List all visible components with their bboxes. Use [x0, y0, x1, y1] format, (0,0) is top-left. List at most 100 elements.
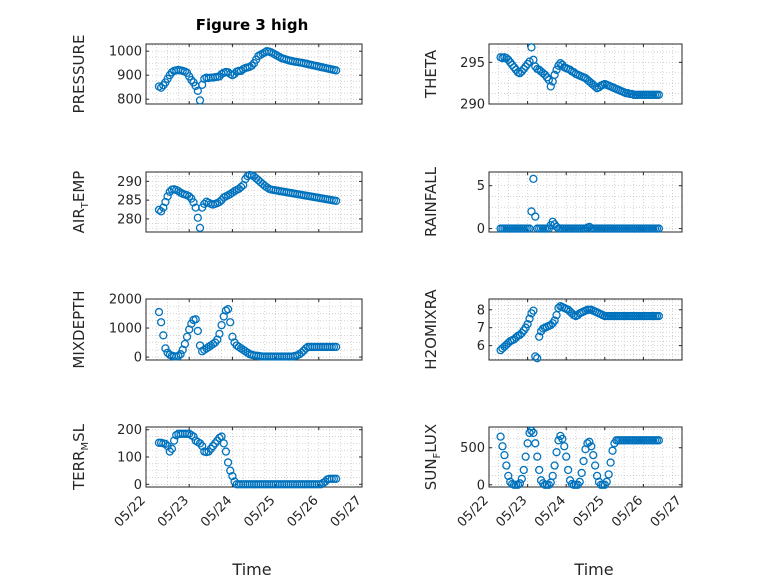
- data-point: [180, 339, 190, 349]
- data-point: [217, 320, 226, 330]
- y-axis-label-rest: EMP: [70, 171, 88, 202]
- data-point: [529, 306, 538, 315]
- data-point: [525, 314, 534, 323]
- panel-rainfall: 0 5 RAINFALL: [422, 166, 683, 237]
- axes-frame: [145, 43, 363, 105]
- y-tick-label: 500: [460, 441, 485, 456]
- data-point: [550, 316, 559, 325]
- y-axis-label-main: SUN: [422, 458, 440, 490]
- y-axis-label-main: AIR: [70, 208, 88, 233]
- data-point: [223, 458, 233, 467]
- data-point: [521, 452, 530, 461]
- data-point: [523, 439, 532, 448]
- data-point: [154, 307, 164, 317]
- data-point: [191, 315, 200, 324]
- series-points: [154, 47, 341, 105]
- data-point: [189, 198, 198, 207]
- y-axis-label: THETA: [422, 49, 440, 99]
- data-point: [513, 480, 523, 489]
- data-point: [587, 442, 596, 451]
- panel-pressure: 800 900 1000 PRESSURE: [70, 35, 363, 113]
- axes-frame: [145, 298, 363, 361]
- data-point: [589, 450, 598, 460]
- data-point: [577, 468, 586, 478]
- y-tick-label: 0: [477, 222, 485, 237]
- data-point: [654, 90, 663, 99]
- data-point: [193, 326, 202, 336]
- x-tick-label: 05/24: [532, 493, 569, 530]
- x-axis-label-right: Time: [573, 560, 613, 579]
- data-point: [236, 182, 246, 192]
- data-point: [529, 174, 538, 184]
- data-point: [591, 461, 600, 470]
- data-point: [602, 477, 611, 486]
- data-point: [187, 75, 196, 85]
- data-point: [523, 319, 532, 329]
- data-point: [167, 444, 177, 453]
- data-point: [525, 428, 534, 438]
- y-axis-label-subscript: M: [80, 442, 91, 451]
- data-point: [161, 439, 170, 449]
- data-point: [195, 223, 205, 233]
- data-point: [208, 339, 218, 349]
- data-point: [223, 305, 233, 314]
- y-axis-label: TERRMSL: [70, 423, 91, 491]
- data-point: [331, 342, 341, 352]
- data-point: [542, 73, 552, 82]
- data-point: [552, 448, 561, 457]
- data-point: [552, 310, 561, 320]
- data-point: [529, 428, 538, 438]
- data-point: [226, 318, 235, 327]
- data-point: [517, 474, 526, 484]
- x-axis-label-left: Time: [231, 560, 271, 579]
- data-point: [654, 311, 663, 321]
- x-tick-label: 05/23: [155, 493, 192, 530]
- data-point: [654, 436, 663, 445]
- y-tick-label: 280: [117, 212, 142, 227]
- data-point: [548, 471, 557, 481]
- data-point: [525, 57, 534, 66]
- axes-frame: [488, 426, 683, 488]
- x-tick-label: 05/22: [455, 493, 492, 530]
- grid: [488, 172, 683, 232]
- data-point: [527, 43, 536, 52]
- y-tick-label: 1000: [109, 45, 142, 60]
- y-axis-label: MIXDEPTH: [70, 290, 88, 368]
- data-point: [554, 303, 563, 313]
- data-point: [163, 441, 172, 451]
- y-tick-label: 5: [477, 179, 485, 194]
- data-point: [550, 461, 559, 470]
- y-tick-label: 2000: [109, 293, 142, 308]
- data-point: [575, 477, 584, 486]
- data-point: [654, 224, 663, 233]
- y-tick-label: 295: [460, 56, 485, 71]
- series-points: [154, 429, 341, 489]
- y-tick-label: 0: [134, 351, 142, 366]
- data-point: [546, 82, 555, 91]
- y-tick-label: 0: [134, 478, 142, 493]
- panel-h2omixra: 6 7 8 H2OMIXRA: [422, 289, 683, 370]
- y-tick-label: 1000: [109, 322, 142, 337]
- data-point: [554, 436, 563, 445]
- data-point: [247, 61, 256, 70]
- data-point: [531, 212, 540, 221]
- data-point: [159, 331, 168, 340]
- data-point: [182, 332, 192, 341]
- data-point: [195, 96, 205, 105]
- data-point: [563, 465, 573, 475]
- x-tick-label: 05/23: [493, 493, 530, 530]
- y-tick-label: 800: [117, 93, 142, 108]
- y-tick-label: 900: [117, 69, 142, 84]
- data-point: [527, 426, 536, 435]
- data-point: [585, 222, 594, 232]
- data-point: [591, 82, 600, 91]
- panel-sun_flux: 0 500 05/22 05/23 05/24 05/25 05/26 05/27 SUNFLU…: [422, 424, 685, 531]
- data-point: [560, 442, 569, 451]
- data-point: [169, 436, 179, 445]
- y-tick-label: 200: [117, 423, 142, 438]
- panel-theta: 290 295 THETA: [422, 43, 683, 113]
- data-point: [185, 192, 194, 201]
- data-point: [535, 332, 544, 341]
